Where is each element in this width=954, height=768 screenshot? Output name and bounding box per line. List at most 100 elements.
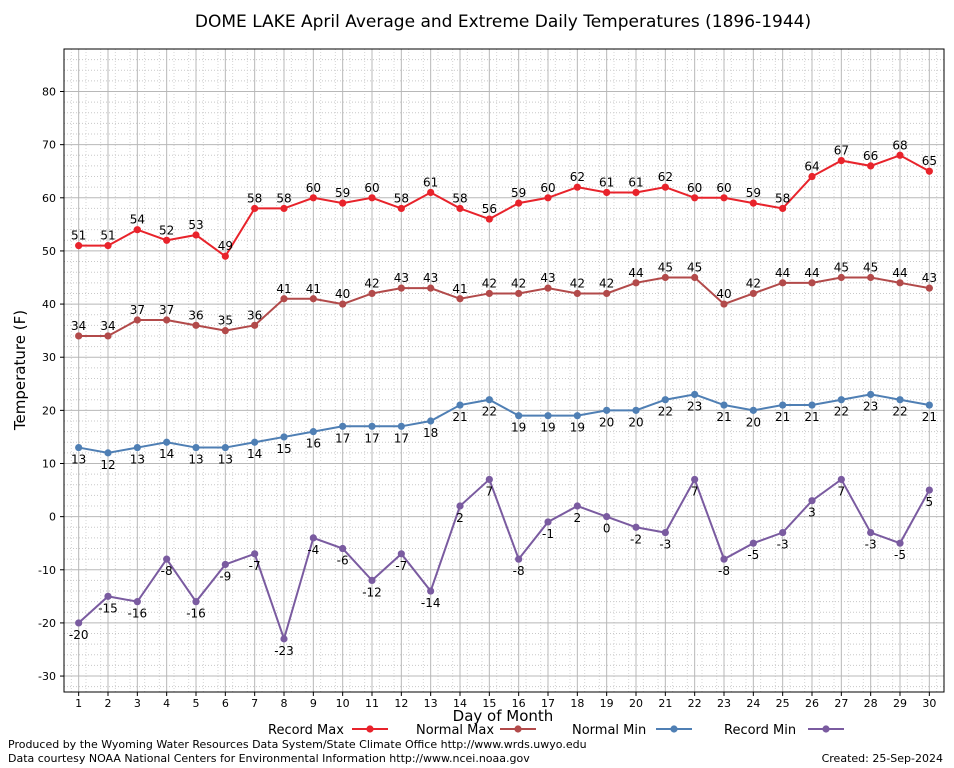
normal-max-point: [544, 284, 552, 292]
record-min-data-label: -2: [630, 532, 642, 546]
record-min-data-label: 3: [808, 506, 816, 520]
record-max-point: [485, 215, 493, 223]
normal-max-point: [133, 316, 141, 324]
x-tick-label: 18: [570, 697, 584, 710]
normal-max-point: [925, 284, 933, 292]
record-min-point: [573, 502, 581, 510]
record-min-data-label: -8: [161, 564, 173, 578]
normal-max-data-label: 43: [394, 271, 409, 285]
y-tick-label: 80: [42, 86, 56, 99]
record-min-point: [133, 598, 141, 606]
record-min-point: [779, 528, 787, 537]
record-min-data-label: -8: [718, 564, 730, 578]
normal-max-point: [75, 332, 83, 340]
record-max-data-label: 58: [276, 191, 291, 205]
record-min-point: [163, 555, 171, 563]
normal-max-point: [221, 327, 229, 335]
normal-max-point: [280, 295, 288, 303]
record-max-data-label: 64: [804, 160, 819, 174]
normal-max-point: [632, 279, 640, 287]
normal-max-point: [104, 332, 112, 340]
chart-title: DOME LAKE April Average and Extreme Dail…: [195, 12, 811, 32]
x-tick-label: 23: [717, 697, 731, 710]
x-axis-label: Day of Month: [453, 707, 554, 725]
y-tick-label: 0: [49, 511, 56, 524]
normal-min-data-label: 21: [775, 410, 790, 424]
normal-max-point: [339, 300, 347, 308]
legend-label-record-max: Record Max: [268, 723, 344, 738]
normal-max-data-label: 42: [746, 276, 761, 290]
normal-max-point: [661, 273, 669, 282]
record-max-point: [280, 204, 288, 213]
record-min-point: [925, 486, 933, 494]
normal-min-data-label: 23: [687, 399, 702, 413]
x-tick-label: 17: [541, 697, 555, 710]
normal-max-point: [485, 289, 493, 298]
record-min-data-label: 0: [603, 522, 611, 536]
record-min-point: [427, 587, 435, 595]
record-max-point: [75, 242, 83, 250]
record-max-point: [867, 162, 875, 170]
normal-min-data-label: 15: [276, 442, 291, 456]
record-max-point: [603, 188, 611, 197]
normal-min-data-label: 20: [599, 415, 614, 429]
normal-min-point: [808, 401, 816, 409]
record-min-point: [485, 475, 493, 484]
record-max-point: [368, 194, 376, 202]
x-tick-label: 22: [688, 697, 702, 710]
record-max-point: [456, 204, 464, 213]
record-max-point: [925, 167, 933, 175]
record-min-data-label: -3: [659, 538, 671, 552]
y-tick-label: -10: [38, 564, 56, 577]
normal-max-data-label: 36: [188, 308, 203, 322]
x-tick-label: 2: [105, 697, 112, 710]
record-min-point: [749, 539, 757, 547]
record-max-data-label: 51: [100, 229, 115, 243]
plot-area: [64, 49, 944, 692]
record-max-data-label: 49: [218, 239, 233, 253]
legend-marker-record-min: [822, 725, 830, 733]
normal-max-data-label: 34: [100, 319, 115, 333]
record-min-data-label: -5: [747, 548, 759, 562]
record-max-point: [309, 194, 317, 202]
normal-max-data-label: 45: [834, 261, 849, 275]
record-max-data-label: 58: [775, 191, 790, 205]
record-min-point: [104, 592, 112, 600]
normal-max-point: [808, 279, 816, 287]
x-tick-label: 7: [251, 697, 258, 710]
normal-min-data-label: 17: [394, 431, 409, 445]
y-tick-label: 30: [42, 351, 56, 364]
normal-max-point: [368, 289, 376, 298]
normal-max-data-label: 41: [452, 282, 467, 296]
x-tick-label: 19: [600, 697, 614, 710]
record-min-data-label: -7: [395, 559, 407, 573]
x-tick-label: 27: [834, 697, 848, 710]
normal-min-data-label: 21: [804, 410, 819, 424]
record-min-data-label: -12: [362, 585, 382, 599]
record-min-point: [309, 534, 317, 542]
normal-min-point: [749, 406, 757, 414]
normal-max-point: [309, 295, 317, 303]
record-min-point: [896, 539, 904, 547]
record-min-point: [720, 555, 728, 563]
normal-max-data-label: 42: [482, 276, 497, 290]
normal-max-data-label: 45: [687, 261, 702, 275]
x-tick-label: 26: [805, 697, 819, 710]
normal-min-data-label: 19: [540, 421, 555, 435]
record-min-point: [75, 619, 83, 627]
normal-max-data-label: 43: [423, 271, 438, 285]
normal-min-point: [867, 390, 875, 399]
record-max-point: [808, 172, 816, 181]
y-tick-label: 40: [42, 298, 56, 311]
record-max-data-label: 65: [922, 154, 937, 168]
x-tick-label: 16: [512, 697, 526, 710]
normal-min-data-label: 22: [482, 405, 497, 419]
normal-min-data-label: 13: [188, 453, 203, 467]
record-max-data-label: 60: [687, 181, 702, 195]
x-tick-label: 20: [629, 697, 643, 710]
normal-max-point: [779, 279, 787, 287]
footer-created-date: Created: 25-Sep-2024: [822, 752, 943, 765]
record-max-data-label: 62: [570, 170, 585, 184]
normal-min-data-label: 16: [306, 437, 321, 451]
